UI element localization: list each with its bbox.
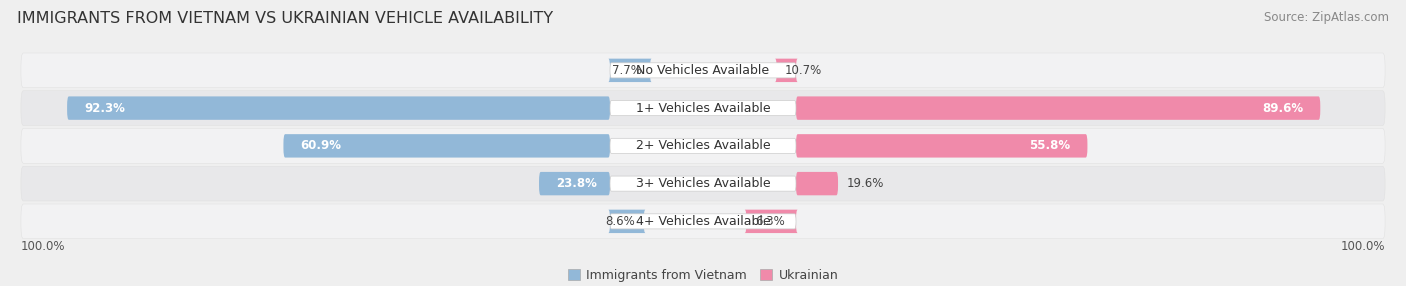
Text: 10.7%: 10.7% — [785, 64, 823, 77]
FancyBboxPatch shape — [21, 166, 1385, 201]
FancyBboxPatch shape — [796, 172, 838, 195]
Text: 6.3%: 6.3% — [755, 215, 785, 228]
Text: 1+ Vehicles Available: 1+ Vehicles Available — [636, 102, 770, 115]
Text: 3+ Vehicles Available: 3+ Vehicles Available — [636, 177, 770, 190]
FancyBboxPatch shape — [67, 96, 610, 120]
FancyBboxPatch shape — [21, 128, 1385, 163]
Text: 2+ Vehicles Available: 2+ Vehicles Available — [636, 139, 770, 152]
FancyBboxPatch shape — [610, 214, 796, 229]
Text: 92.3%: 92.3% — [84, 102, 125, 115]
FancyBboxPatch shape — [21, 204, 1385, 239]
FancyBboxPatch shape — [610, 63, 796, 78]
FancyBboxPatch shape — [610, 176, 796, 191]
FancyBboxPatch shape — [284, 134, 610, 158]
Text: 60.9%: 60.9% — [301, 139, 342, 152]
Legend: Immigrants from Vietnam, Ukrainian: Immigrants from Vietnam, Ukrainian — [562, 264, 844, 286]
FancyBboxPatch shape — [775, 59, 797, 82]
Text: 4+ Vehicles Available: 4+ Vehicles Available — [636, 215, 770, 228]
Text: Source: ZipAtlas.com: Source: ZipAtlas.com — [1264, 11, 1389, 24]
Text: 89.6%: 89.6% — [1263, 102, 1303, 115]
FancyBboxPatch shape — [796, 134, 1087, 158]
Text: 23.8%: 23.8% — [557, 177, 598, 190]
Text: 55.8%: 55.8% — [1029, 139, 1070, 152]
Text: No Vehicles Available: No Vehicles Available — [637, 64, 769, 77]
Text: 100.0%: 100.0% — [21, 240, 66, 253]
Text: 7.7%: 7.7% — [612, 64, 641, 77]
Text: IMMIGRANTS FROM VIETNAM VS UKRAINIAN VEHICLE AVAILABILITY: IMMIGRANTS FROM VIETNAM VS UKRAINIAN VEH… — [17, 11, 553, 26]
FancyBboxPatch shape — [796, 96, 1320, 120]
Text: 8.6%: 8.6% — [606, 215, 636, 228]
FancyBboxPatch shape — [610, 138, 796, 153]
FancyBboxPatch shape — [21, 91, 1385, 126]
Text: 100.0%: 100.0% — [1340, 240, 1385, 253]
FancyBboxPatch shape — [610, 101, 796, 116]
FancyBboxPatch shape — [609, 210, 645, 233]
FancyBboxPatch shape — [21, 53, 1385, 88]
FancyBboxPatch shape — [745, 210, 797, 233]
FancyBboxPatch shape — [609, 59, 651, 82]
FancyBboxPatch shape — [538, 172, 610, 195]
Text: 19.6%: 19.6% — [846, 177, 884, 190]
